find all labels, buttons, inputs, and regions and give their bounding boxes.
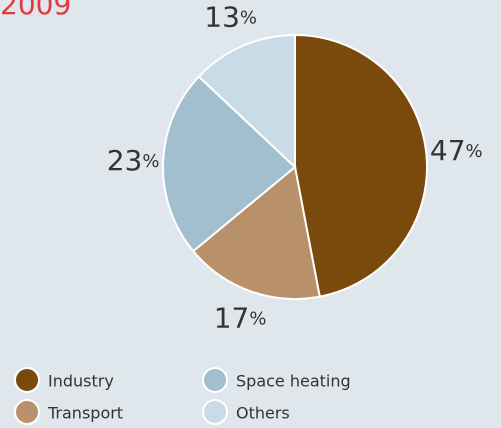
pie-slice [197,33,296,170]
data-label: 17% [214,301,267,334]
legend-swatch [202,399,228,425]
legend-label: Industry [48,372,114,391]
data-label: 23% [107,144,160,177]
legend-label: Others [236,404,290,423]
data-label: 47% [430,134,483,167]
legend-swatch [202,367,228,393]
legend-swatch [14,367,40,393]
pie-slice [294,33,428,298]
pie-slice [191,165,321,300]
legend-label: Transport [47,404,123,423]
chart-title: 2009 [0,0,71,21]
legend-label: Space heating [236,372,351,391]
pie-slice [162,75,297,253]
legend-swatch [14,399,40,425]
data-label: 13% [204,0,257,33]
